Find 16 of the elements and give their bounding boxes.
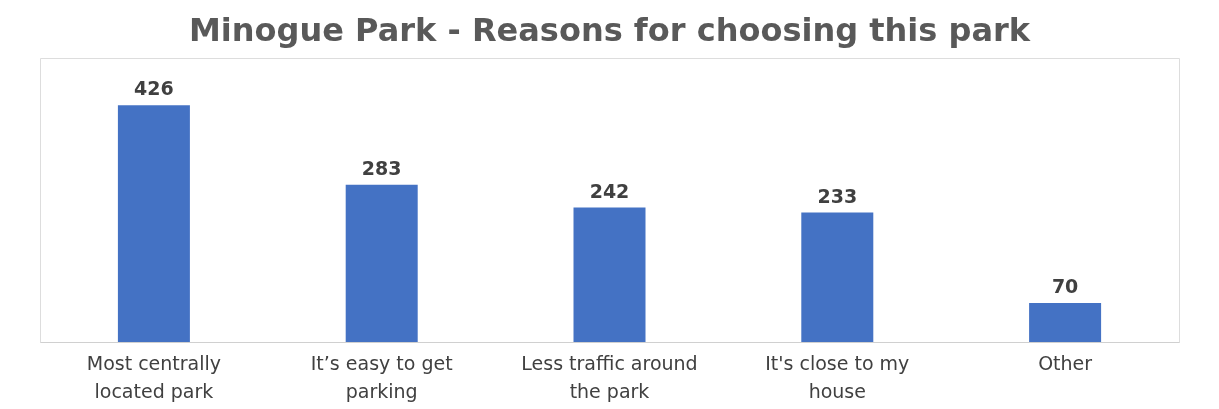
chart-title: Minogue Park - Reasons for choosing this park <box>188 11 1031 49</box>
bar <box>1029 303 1102 342</box>
data-label: 233 <box>817 184 858 207</box>
x-tick-label: It's close to my house <box>765 351 910 402</box>
x-tick-label: Most centrally located park <box>86 351 222 402</box>
data-label: 70 <box>1051 275 1079 298</box>
data-label: 426 <box>134 77 174 100</box>
x-tick-label: It’s easy to get parking <box>310 351 453 402</box>
x-tick-label: Other <box>1038 351 1093 374</box>
x-tick-label: Less traffic around the park <box>521 351 698 402</box>
bar <box>573 207 646 342</box>
bar <box>345 184 418 342</box>
bar <box>801 212 874 342</box>
data-label: 242 <box>589 179 630 202</box>
bar <box>117 105 190 342</box>
data-label: 283 <box>361 156 402 179</box>
